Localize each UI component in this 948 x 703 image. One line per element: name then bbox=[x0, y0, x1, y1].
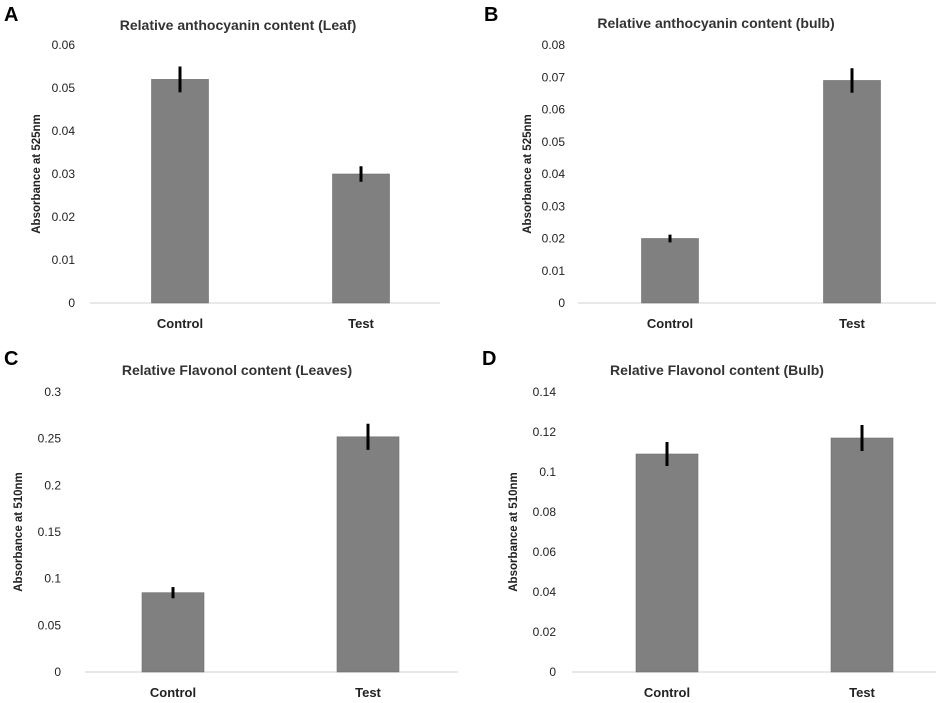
category-label-b-test: Test bbox=[839, 316, 865, 331]
y-tick-label-c-1: 0.05 bbox=[38, 618, 62, 632]
y-tick-label-a-6: 0.06 bbox=[52, 38, 76, 52]
y-tick-label-d-5: 0.1 bbox=[539, 465, 556, 479]
y-axis-label-b: Absorbance at 525nm bbox=[522, 114, 534, 234]
y-tick-label-d-7: 0.14 bbox=[533, 385, 557, 399]
y-tick-label-b-2: 0.02 bbox=[542, 232, 566, 246]
y-tick-label-a-3: 0.03 bbox=[52, 167, 76, 181]
y-tick-label-d-1: 0.02 bbox=[533, 625, 557, 639]
bar-c-test bbox=[336, 436, 400, 673]
chart-panel-d: D Relative Flavonol content (Bulb) Absorba… bbox=[482, 348, 936, 700]
y-axis-label-a: Absorbance at 525nm bbox=[31, 114, 43, 234]
chart-panel-c: C Relative Flavonol content (Leaves) Absor… bbox=[4, 348, 458, 700]
chart-panel-b: B Relative anthocyanin content (bulb) Abso… bbox=[484, 4, 936, 331]
y-tick-label-d-0: 0 bbox=[549, 665, 556, 679]
category-label-d-control: Control bbox=[644, 685, 690, 700]
y-tick-label-b-1: 0.01 bbox=[542, 264, 566, 278]
y-tick-label-d-2: 0.04 bbox=[533, 585, 557, 599]
y-tick-label-d-6: 0.12 bbox=[533, 425, 557, 439]
chart-panel-a: A Relative anthocyanin content (Leaf) Abso… bbox=[4, 4, 440, 331]
y-tick-label-c-0: 0 bbox=[54, 665, 61, 679]
bar-a-control bbox=[151, 79, 209, 304]
chart-title-a: Relative anthocyanin content (Leaf) bbox=[120, 17, 356, 33]
y-tick-label-a-0: 0 bbox=[68, 296, 75, 310]
panel-letter-a: A bbox=[4, 4, 18, 26]
y-tick-label-d-4: 0.08 bbox=[533, 505, 557, 519]
y-tick-label-d-3: 0.06 bbox=[533, 545, 557, 559]
y-tick-label-b-6: 0.06 bbox=[542, 103, 566, 117]
y-tick-label-c-4: 0.2 bbox=[44, 478, 61, 492]
category-label-c-test: Test bbox=[355, 685, 381, 700]
bar-b-test bbox=[823, 80, 881, 304]
category-label-d-test: Test bbox=[849, 685, 875, 700]
category-label-a-test: Test bbox=[348, 316, 374, 331]
y-tick-label-b-3: 0.03 bbox=[542, 199, 566, 213]
y-tick-label-a-1: 0.01 bbox=[52, 253, 76, 267]
bar-d-test bbox=[830, 437, 894, 673]
category-label-c-control: Control bbox=[150, 685, 196, 700]
y-tick-label-b-8: 0.08 bbox=[542, 38, 566, 52]
y-tick-label-b-5: 0.05 bbox=[542, 135, 566, 149]
y-axis-label-c: Absorbance at 510nm bbox=[13, 472, 25, 592]
panel-letter-d: D bbox=[482, 348, 496, 370]
y-tick-label-a-4: 0.04 bbox=[52, 124, 76, 138]
category-label-b-control: Control bbox=[647, 316, 693, 331]
y-tick-label-b-4: 0.04 bbox=[542, 167, 566, 181]
category-label-a-control: Control bbox=[157, 316, 203, 331]
bar-d-control bbox=[635, 453, 699, 673]
bar-b-control bbox=[641, 238, 699, 304]
chart-title-d: Relative Flavonol content (Bulb) bbox=[610, 362, 824, 378]
chart-title-b: Relative anthocyanin content (bulb) bbox=[597, 15, 834, 31]
y-tick-label-b-0: 0 bbox=[558, 296, 565, 310]
y-tick-label-c-6: 0.3 bbox=[44, 385, 61, 399]
bar-c-control bbox=[141, 592, 205, 673]
panel-letter-b: B bbox=[484, 4, 498, 26]
chart-title-c: Relative Flavonol content (Leaves) bbox=[122, 362, 352, 378]
panel-letter-c: C bbox=[4, 348, 18, 370]
y-tick-label-b-7: 0.07 bbox=[542, 70, 566, 84]
bar-a-test bbox=[332, 173, 390, 304]
y-tick-label-a-2: 0.02 bbox=[52, 210, 76, 224]
y-tick-label-c-2: 0.1 bbox=[44, 572, 61, 586]
y-tick-label-a-5: 0.05 bbox=[52, 81, 76, 95]
y-tick-label-c-3: 0.15 bbox=[38, 525, 62, 539]
y-axis-label-d: Absorbance at 510nm bbox=[508, 472, 520, 592]
y-tick-label-c-5: 0.25 bbox=[38, 432, 62, 446]
